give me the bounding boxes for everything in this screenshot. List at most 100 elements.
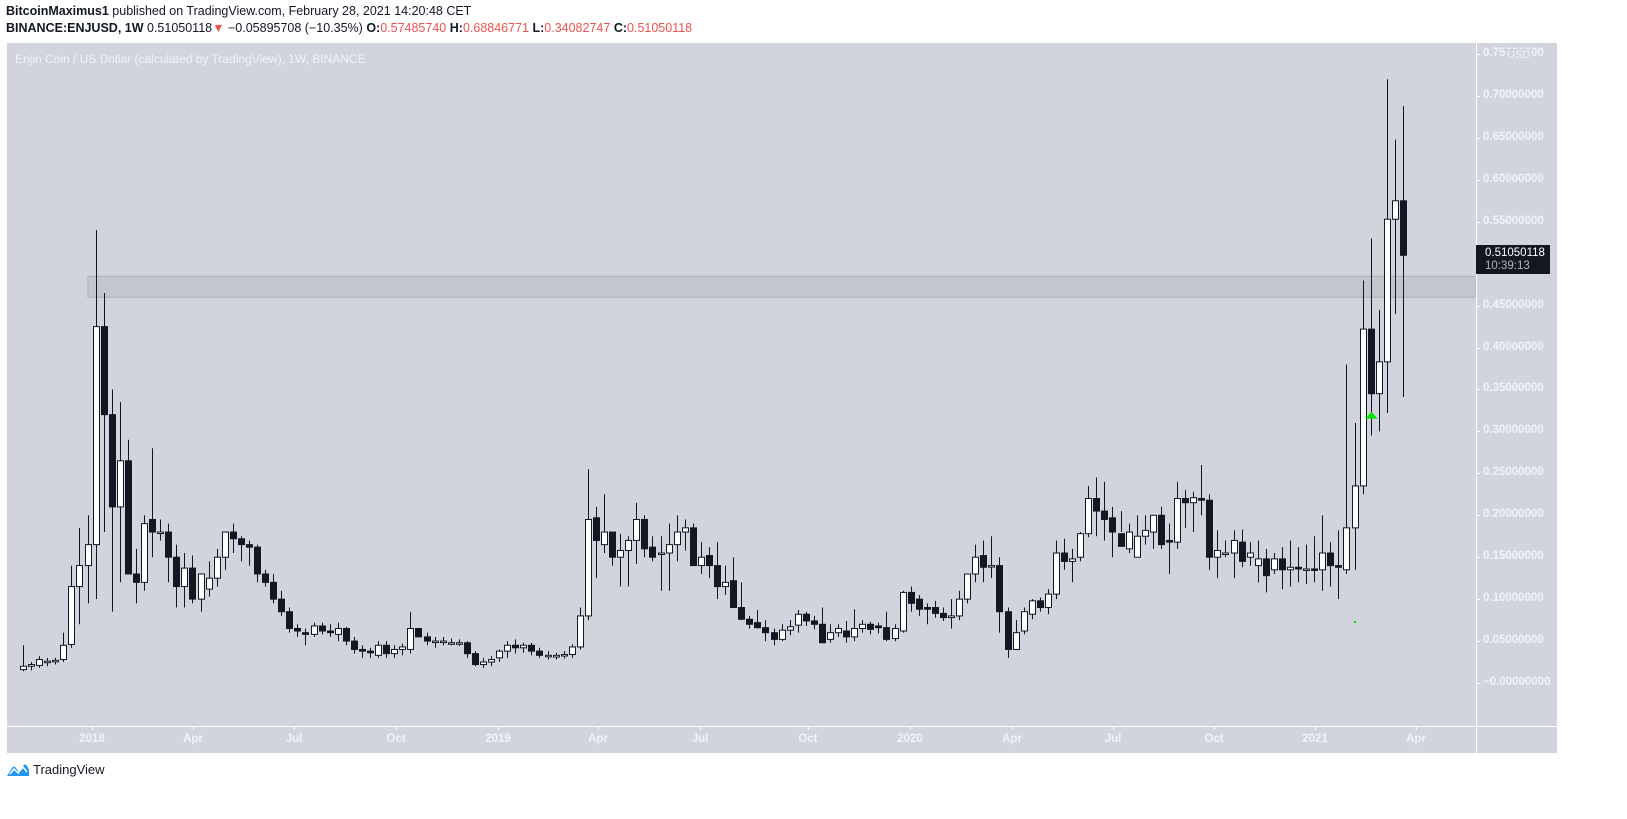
candle-down[interactable]	[730, 580, 737, 609]
candle-down[interactable]	[1037, 600, 1044, 609]
candle-down[interactable]	[262, 573, 269, 583]
candle-down[interactable]	[302, 632, 309, 635]
candle-up[interactable]	[432, 640, 439, 644]
candle-up[interactable]	[52, 659, 59, 663]
candle-up[interactable]	[157, 531, 164, 535]
candle-down[interactable]	[996, 565, 1003, 613]
candle-down[interactable]	[609, 531, 616, 558]
candle-up[interactable]	[335, 627, 342, 635]
candlestick-plot[interactable]	[7, 43, 1476, 726]
candle-up[interactable]	[1271, 558, 1278, 571]
candle-up[interactable]	[375, 644, 382, 656]
candle-up[interactable]	[440, 640, 447, 644]
candle-up[interactable]	[93, 326, 100, 546]
candle-up[interactable]	[972, 556, 979, 575]
candle-up[interactable]	[545, 654, 552, 658]
chart-panel[interactable]: Enjin Coin / US Dollar (calculated by Tr…	[7, 43, 1557, 753]
candle-up[interactable]	[1142, 529, 1149, 537]
candle-down[interactable]	[1093, 498, 1100, 512]
candle-down[interactable]	[762, 627, 769, 634]
candle-up[interactable]	[1384, 218, 1391, 363]
candle-down[interactable]	[1400, 200, 1407, 256]
candle-up[interactable]	[1150, 514, 1157, 533]
candle-down[interactable]	[932, 607, 939, 614]
candle-down[interactable]	[1263, 558, 1270, 577]
candle-down[interactable]	[327, 630, 334, 634]
candle-down[interactable]	[746, 618, 753, 625]
candle-up[interactable]	[206, 577, 213, 590]
candle-up[interactable]	[601, 531, 608, 546]
candle-up[interactable]	[488, 659, 495, 663]
candle-down[interactable]	[771, 632, 778, 640]
author-name[interactable]: BitcoinMaximus1	[6, 4, 109, 18]
candle-down[interactable]	[1198, 498, 1205, 501]
candle-up[interactable]	[480, 661, 487, 666]
candle-up[interactable]	[1231, 539, 1238, 554]
candle-down[interactable]	[294, 627, 301, 632]
candle-up[interactable]	[666, 544, 673, 554]
candle-up[interactable]	[569, 646, 576, 655]
candle-up[interactable]	[1045, 593, 1052, 609]
candle-down[interactable]	[238, 538, 245, 546]
candle-up[interactable]	[988, 565, 995, 568]
candle-down[interactable]	[980, 555, 987, 568]
candle-up[interactable]	[1029, 600, 1036, 615]
candle-down[interactable]	[1279, 558, 1286, 571]
candle-down[interactable]	[803, 613, 810, 622]
candle-up[interactable]	[1343, 527, 1350, 571]
candle-down[interactable]	[286, 611, 293, 629]
candle-down[interactable]	[1005, 611, 1012, 650]
candle-up[interactable]	[222, 531, 229, 558]
candle-up[interactable]	[892, 627, 899, 640]
candle-up[interactable]	[311, 625, 318, 635]
candle-up[interactable]	[1077, 533, 1084, 558]
candle-up[interactable]	[1392, 200, 1399, 220]
candle-up[interactable]	[859, 623, 866, 629]
candle-up[interactable]	[181, 567, 188, 588]
candle-up[interactable]	[399, 646, 406, 650]
candle-down[interactable]	[867, 623, 874, 630]
candle-down[interactable]	[415, 627, 422, 638]
candle-down[interactable]	[383, 644, 390, 655]
candle-up[interactable]	[76, 565, 83, 588]
candle-up[interactable]	[1126, 531, 1133, 550]
candle-up[interactable]	[60, 644, 67, 661]
candle-up[interactable]	[44, 660, 51, 664]
candle-up[interactable]	[496, 650, 503, 659]
candle-down[interactable]	[189, 567, 196, 600]
candle-down[interactable]	[819, 623, 826, 644]
candle-up[interactable]	[504, 644, 511, 652]
candle-down[interactable]	[424, 636, 431, 642]
candle-down[interactable]	[754, 622, 761, 629]
candle-up[interactable]	[553, 654, 560, 658]
candle-down[interactable]	[690, 527, 697, 567]
candle-up[interactable]	[1085, 498, 1092, 535]
candle-down[interactable]	[472, 653, 479, 666]
candle-down[interactable]	[109, 414, 116, 508]
candle-up[interactable]	[835, 627, 842, 634]
candle-down[interactable]	[1327, 552, 1334, 567]
candle-down[interactable]	[512, 644, 519, 649]
candle-up[interactable]	[456, 642, 463, 645]
candle-down[interactable]	[1109, 517, 1116, 533]
candle-down[interactable]	[843, 630, 850, 638]
candle-down[interactable]	[133, 573, 140, 583]
candle-down[interactable]	[593, 517, 600, 541]
tradingview-logo[interactable]: TradingView	[6, 762, 105, 777]
candle-up[interactable]	[1214, 550, 1221, 558]
candle-up[interactable]	[795, 613, 802, 626]
candle-up[interactable]	[20, 665, 27, 671]
currency-label[interactable]: USD	[1505, 49, 1533, 61]
candle-down[interactable]	[641, 518, 648, 550]
candle-up[interactable]	[214, 556, 221, 579]
candle-up[interactable]	[577, 615, 584, 648]
candle-up[interactable]	[617, 550, 624, 558]
candle-down[interactable]	[230, 531, 237, 540]
candle-down[interactable]	[1311, 568, 1318, 571]
candle-down[interactable]	[1166, 539, 1173, 543]
candle-up[interactable]	[900, 591, 907, 632]
candle-down[interactable]	[811, 620, 818, 625]
candle-down[interactable]	[1158, 514, 1165, 546]
candle-up[interactable]	[722, 581, 729, 588]
candle-down[interactable]	[1295, 566, 1302, 570]
